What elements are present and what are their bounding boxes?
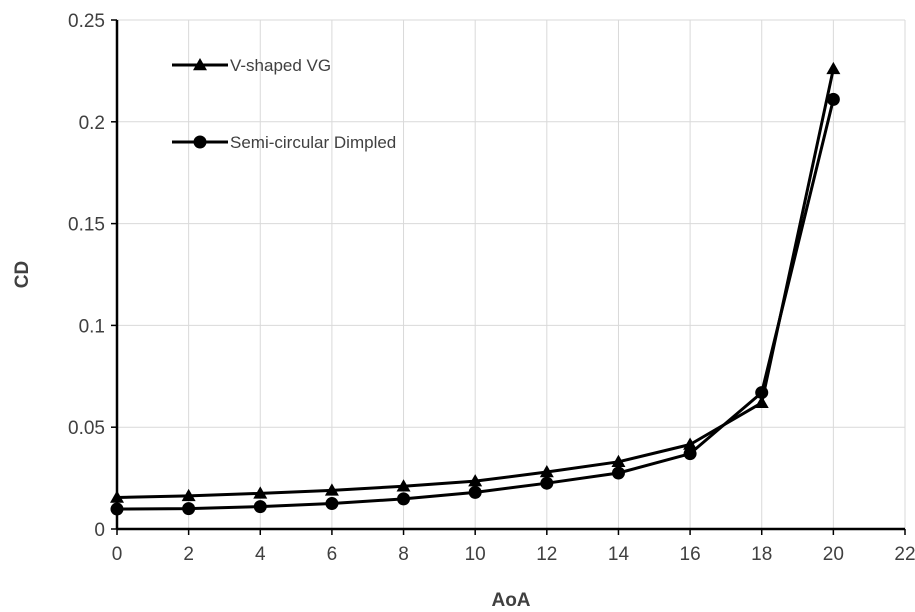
circle-point: [683, 447, 697, 461]
x-tick-label: 14: [608, 544, 630, 565]
legend-triangle-marker: [193, 58, 207, 71]
triangle-point: [181, 488, 196, 502]
series-v-shaped-vg: [110, 61, 841, 503]
triangle-point: [683, 437, 698, 450]
circle-point: [253, 500, 267, 514]
triangle-point: [396, 479, 411, 492]
axes: [111, 19, 906, 535]
x-axis-title: AoA: [491, 590, 530, 611]
y-tick-label: 0.25: [68, 11, 105, 32]
circle-point: [468, 485, 482, 499]
y-tick-label: 0.05: [68, 418, 105, 439]
circle-point: [755, 386, 769, 400]
grid-lines: [117, 19, 906, 529]
triangle-point: [324, 483, 339, 496]
y-tick-label: 0.15: [68, 215, 105, 236]
legend-item: V-shaped VG: [172, 56, 331, 75]
legend-label: Semi-circular Dimpled: [230, 133, 396, 152]
circle-point: [397, 492, 411, 506]
x-tick-label: 20: [823, 544, 844, 565]
legend-item: Semi-circular Dimpled: [172, 133, 396, 152]
x-tick-label: 22: [894, 544, 915, 565]
triangle-point: [754, 395, 769, 409]
x-tick-label: 18: [751, 544, 772, 565]
circle-point: [611, 466, 625, 480]
triangle-point: [468, 474, 483, 487]
circle-point: [182, 502, 196, 516]
legend-label: V-shaped VG: [230, 56, 331, 75]
triangle-point: [611, 454, 626, 468]
triangle-point: [826, 61, 841, 75]
tick-labels: 0 2 4 6 8 10 12 14 16 18 20 22 0 0.05 0.1 0.15 0.2 0.25: [68, 11, 915, 565]
series-lines: [110, 61, 841, 516]
circle-point: [826, 92, 840, 106]
circle-point: [540, 476, 554, 490]
circle-point: [325, 497, 339, 511]
x-tick-label: 8: [398, 544, 409, 565]
x-tick-label: 10: [465, 544, 486, 565]
series-semi-circular-dimpled: [110, 92, 840, 516]
x-tick-label: 16: [680, 544, 701, 565]
x-tick-label: 2: [183, 544, 194, 565]
triangle-point: [110, 490, 124, 503]
legend: V-shaped VG Semi-circular Dimpled: [172, 56, 396, 152]
triangle-point: [539, 464, 554, 478]
x-tick-label: 0: [112, 544, 123, 565]
circle-point: [110, 502, 124, 516]
x-tick-label: 12: [536, 544, 557, 565]
y-axis-title: CD: [12, 261, 33, 288]
x-tick-label: 6: [327, 544, 338, 565]
y-tick-label: 0.2: [79, 113, 105, 134]
y-tick-label: 0.1: [79, 316, 105, 337]
y-tick-label: 0: [94, 520, 105, 541]
x-tick-label: 4: [255, 544, 266, 565]
triangle-point: [253, 486, 268, 499]
legend-circle-marker: [193, 135, 207, 149]
